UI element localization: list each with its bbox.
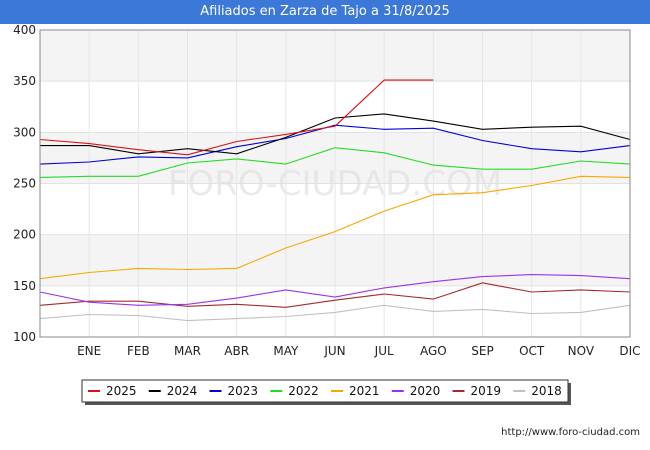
legend-label-2025: 2025 (106, 384, 137, 398)
y-tick-label: 300 (13, 125, 36, 139)
y-tick-label: 200 (13, 228, 36, 242)
series-line-2025 (39, 79, 434, 156)
x-tick-label: NOV (568, 344, 595, 358)
y-tick-label: 250 (13, 177, 36, 191)
x-axis-ticks: ENE FEB MAR ABR MAY JUN JUL AGO SEP OCT NOV DIC (77, 344, 640, 358)
legend-label-2022: 2022 (288, 384, 319, 398)
legend-label-2023: 2023 (228, 384, 259, 398)
series-lines (39, 79, 631, 322)
legend-box (81, 379, 569, 403)
x-tick-label: MAY (273, 344, 299, 358)
series-line-2023 (39, 124, 631, 165)
y-tick-label: 100 (13, 330, 36, 344)
y-tick-label: 150 (13, 279, 36, 293)
x-tick-label: FEB (127, 344, 150, 358)
legend: 2025 2024 2023 2022 2021 2020 2019 2018 (81, 379, 571, 405)
legend-label-2021: 2021 (349, 384, 380, 398)
y-tick-label: 350 (13, 74, 36, 88)
chart-title: Afiliados en Zarza de Tajo a 31/8/2025 (0, 0, 650, 24)
y-tick-label: 400 (13, 23, 36, 37)
x-tick-label: ABR (224, 344, 249, 358)
legend-label-2024: 2024 (167, 384, 198, 398)
x-tick-label: SEP (471, 344, 493, 358)
series-line-2019 (39, 282, 631, 308)
series-line-2020 (39, 274, 631, 306)
legend-label-2018: 2018 (531, 384, 562, 398)
x-tick-label: ENE (77, 344, 101, 358)
x-tick-label: AGO (420, 344, 447, 358)
source-url: http://www.foro-ciudad.com (501, 427, 640, 438)
x-tick-label: MAR (174, 344, 201, 358)
series-line-2021 (39, 175, 631, 280)
x-tick-label: JUN (323, 344, 345, 358)
plot-frame (39, 29, 631, 338)
series-line-2018 (39, 304, 631, 322)
y-axis-ticks: 100 150 200 250 300 350 400 (13, 23, 36, 344)
x-tick-label: JUL (374, 344, 394, 358)
series-line-2024 (40, 113, 631, 155)
legend-label-2019: 2019 (471, 384, 502, 398)
x-tick-label: OCT (519, 344, 545, 358)
x-tick-label: DIC (619, 344, 640, 358)
legend-label-2020: 2020 (410, 384, 441, 398)
series-line-2022 (39, 147, 631, 178)
